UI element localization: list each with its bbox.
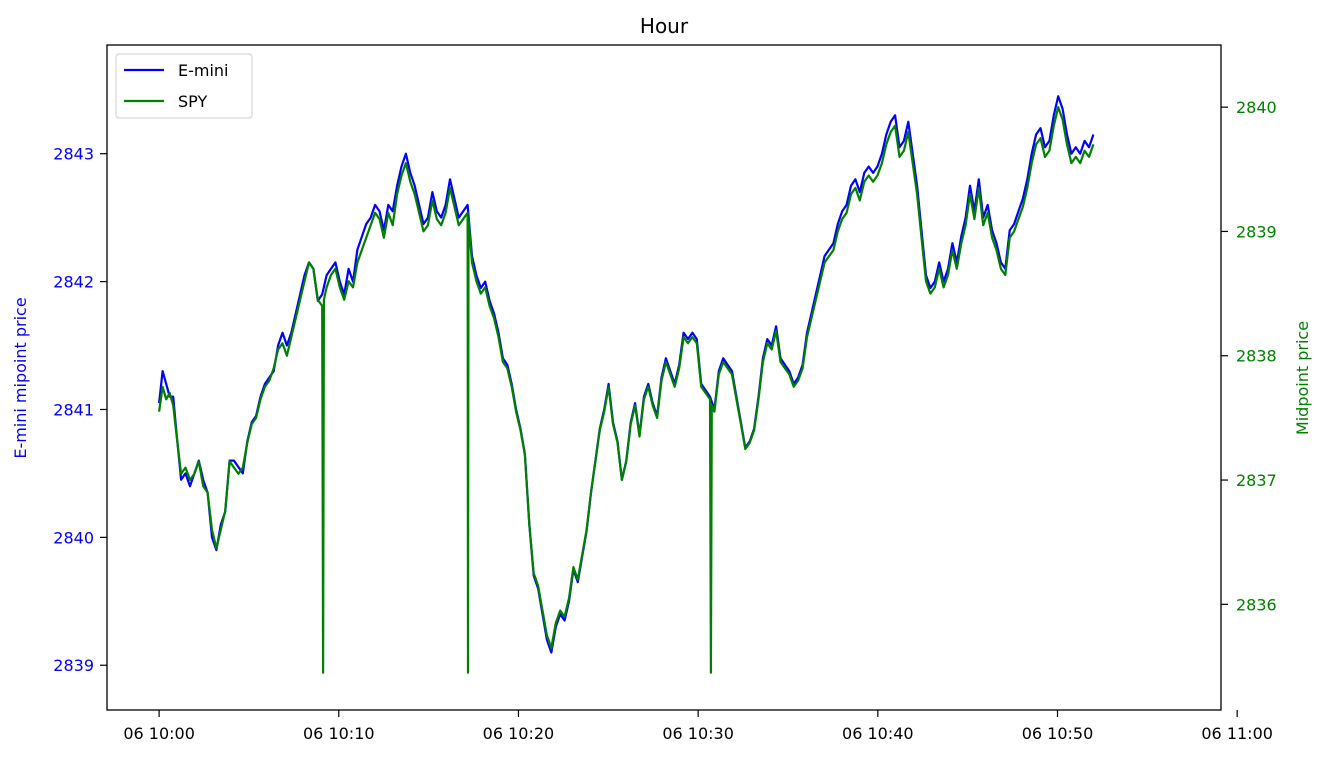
right-tick-label: 2836 <box>1236 595 1277 614</box>
right-tick-label: 2837 <box>1236 471 1277 490</box>
series-layer <box>158 95 1095 674</box>
left-tick-label: 2841 <box>53 400 94 419</box>
left-y-axis: 2839 2840 2841 2842 2843 <box>53 145 107 675</box>
x-tick-label: 06 10:50 <box>1022 724 1094 743</box>
x-tick-label: 06 10:10 <box>303 724 375 743</box>
x-tick-label: 06 10:00 <box>123 724 195 743</box>
right-tick-label: 2840 <box>1236 98 1277 117</box>
left-tick-label: 2842 <box>53 273 94 292</box>
series-line-e-mini <box>158 95 1095 654</box>
legend-label-emini: E-mini <box>178 61 229 80</box>
legend-label-spy: SPY <box>178 92 207 111</box>
left-axis-label: E-mini mipoint price <box>11 297 30 458</box>
x-tick-label: 06 10:30 <box>662 724 734 743</box>
left-tick-label: 2839 <box>53 656 94 675</box>
legend: E-mini SPY <box>115 53 253 119</box>
left-tick-label: 2840 <box>53 528 94 547</box>
x-tick-label: 06 10:40 <box>842 724 914 743</box>
right-tick-label: 2838 <box>1236 347 1277 366</box>
chart-title: Hour <box>640 14 689 38</box>
plot-frame <box>106 44 1222 711</box>
x-axis: 06 10:00 06 10:10 06 10:20 06 10:30 06 10:40… <box>123 710 1273 743</box>
right-axis-label: Midpoint price <box>1293 321 1312 435</box>
x-tick-label: 06 11:00 <box>1201 724 1273 743</box>
left-tick-label: 2843 <box>53 145 94 164</box>
series-line-spy <box>158 106 1095 674</box>
right-tick-label: 2839 <box>1236 222 1277 241</box>
x-tick-label: 06 10:20 <box>483 724 555 743</box>
right-y-axis: 2836 2837 2838 2839 2840 <box>1221 98 1277 614</box>
